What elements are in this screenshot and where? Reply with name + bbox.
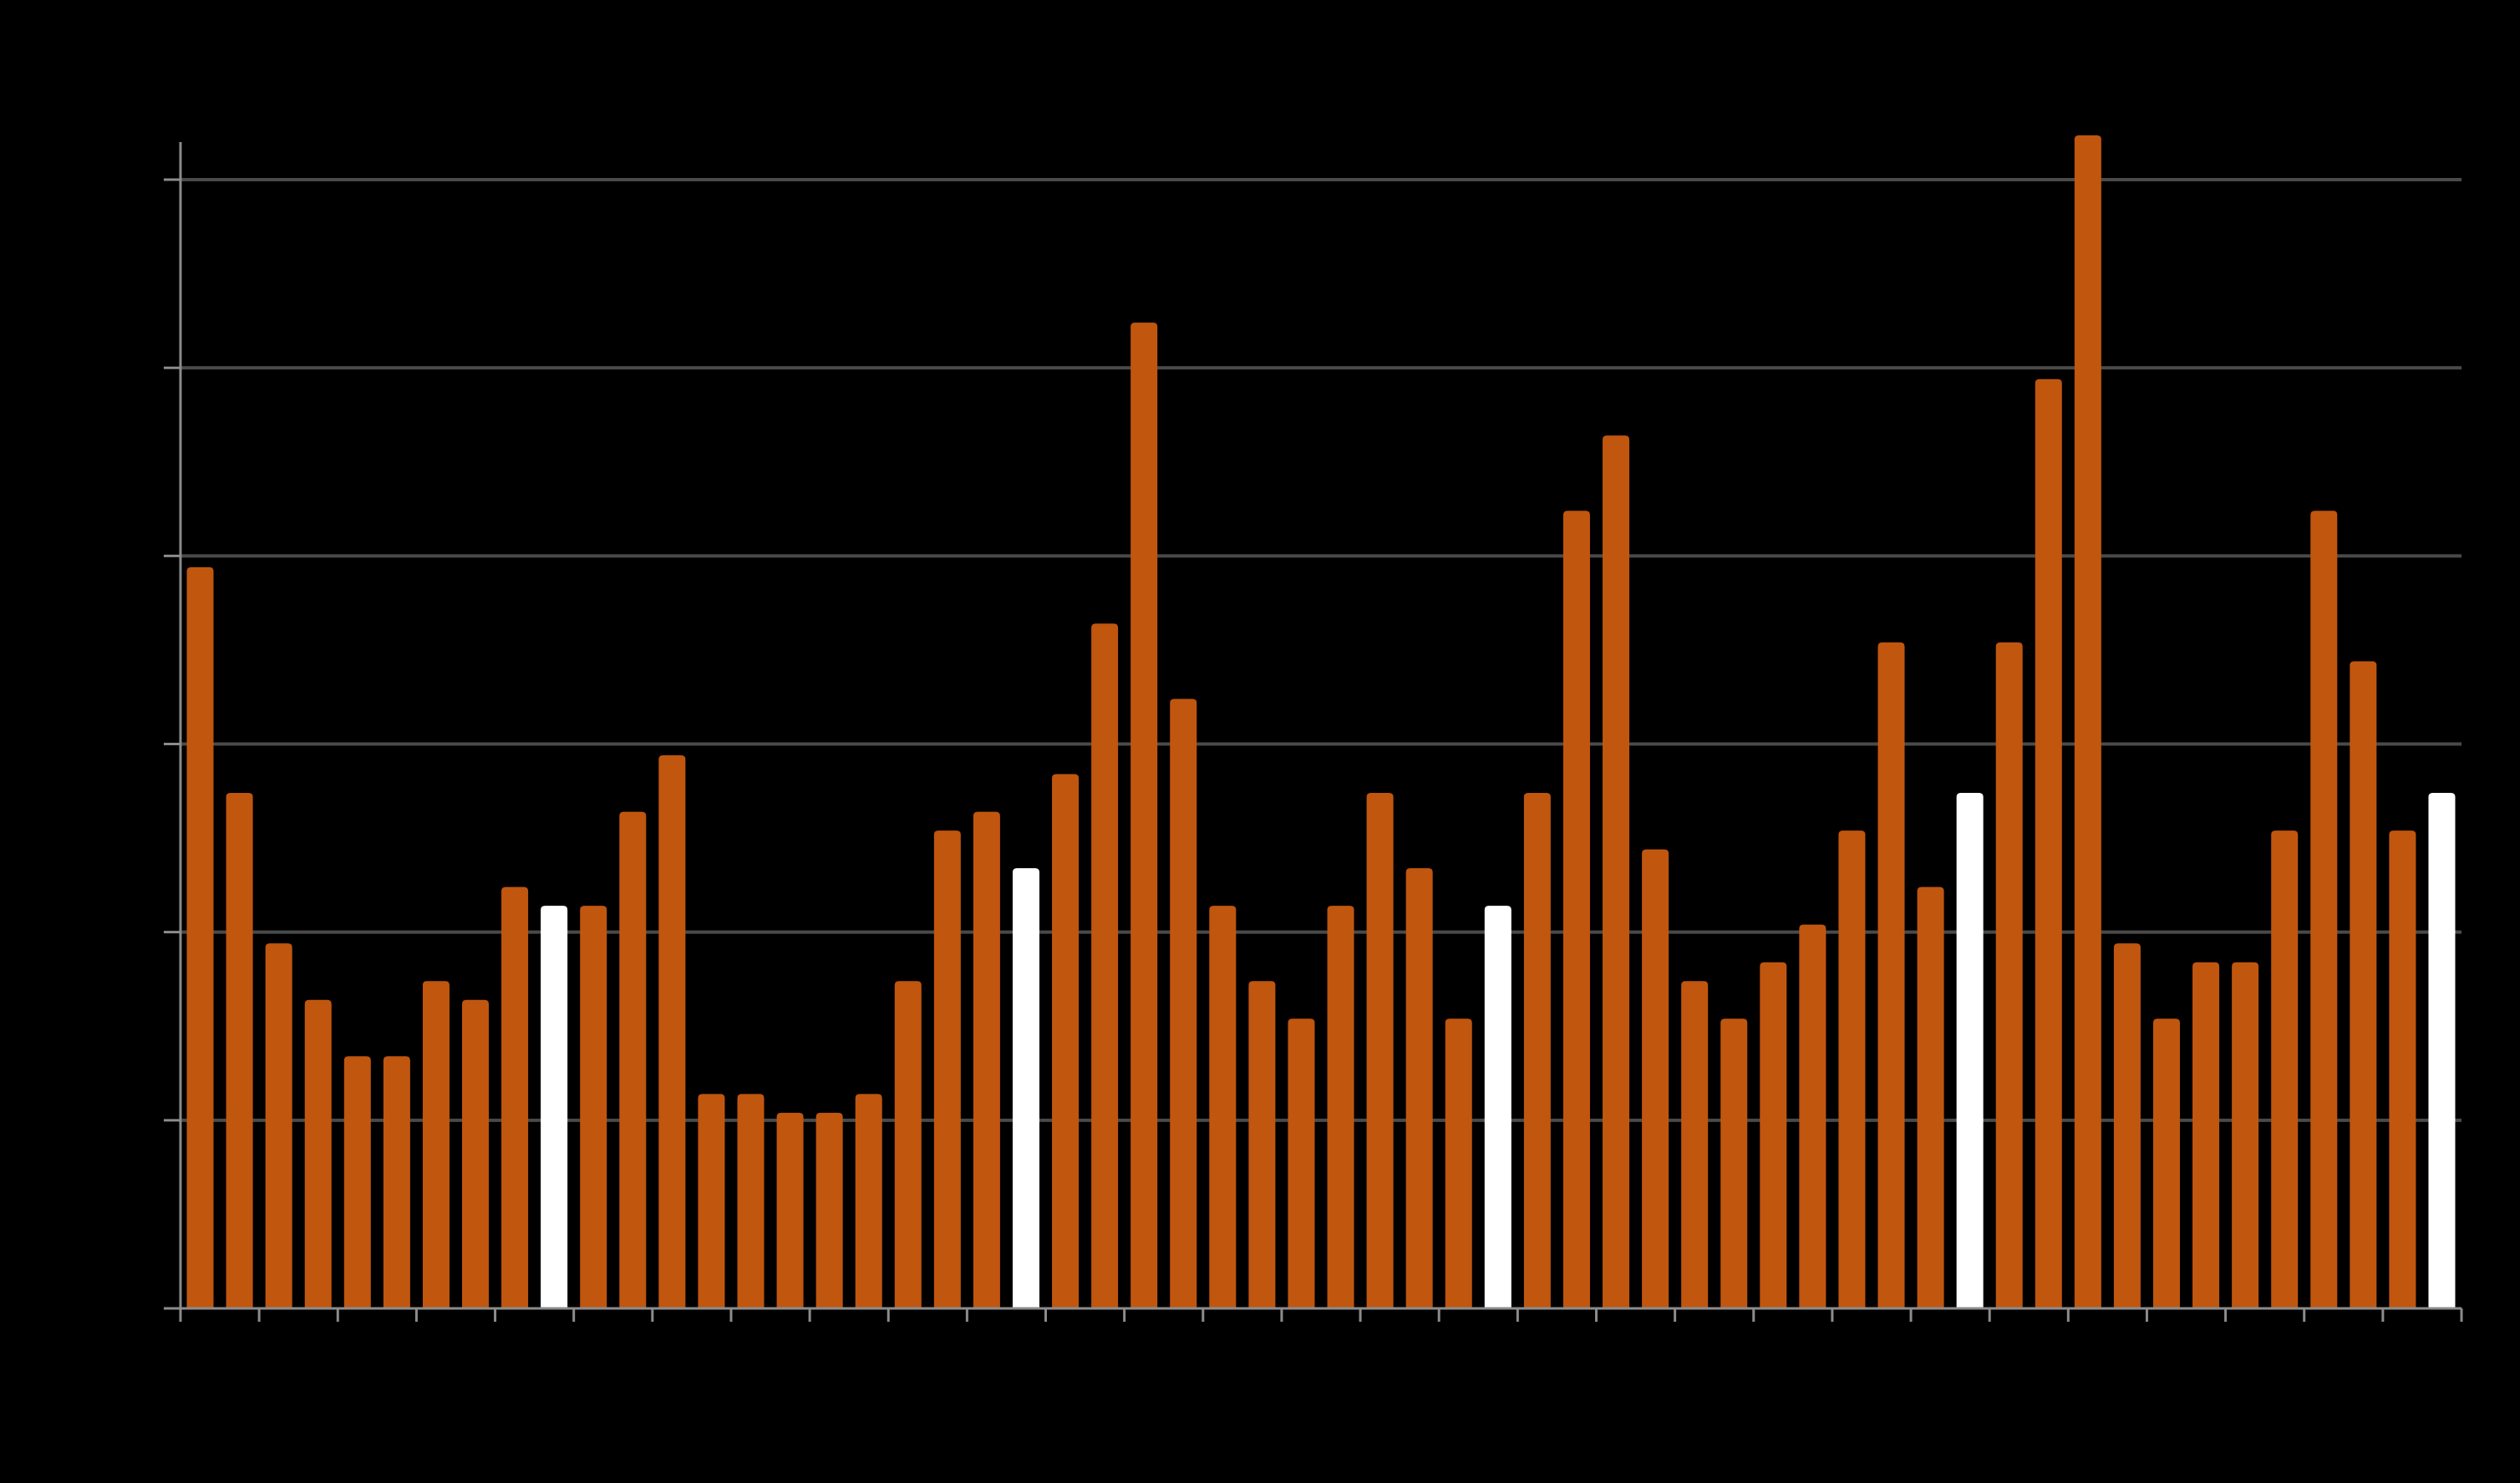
bar [1288, 1018, 1315, 1308]
bar [2232, 962, 2259, 1308]
bar [1917, 886, 1944, 1308]
bar [2152, 1018, 2180, 1308]
bar [2310, 510, 2338, 1308]
bar [2074, 135, 2101, 1308]
bar [304, 999, 332, 1308]
bar [2113, 943, 2141, 1308]
bar [894, 981, 922, 1308]
bar-highlighted [2428, 793, 2456, 1308]
bar [1405, 868, 1433, 1308]
bar [265, 943, 292, 1308]
bar [1681, 981, 1709, 1308]
bar [422, 981, 450, 1308]
bar [973, 811, 1000, 1308]
bar [1445, 1018, 1472, 1308]
bar [1130, 323, 1158, 1309]
bar [1170, 698, 1197, 1308]
bar [2389, 830, 2416, 1308]
bar [1248, 981, 1276, 1308]
bar [1052, 774, 1080, 1308]
bar-highlighted [1012, 868, 1039, 1308]
bar [186, 566, 214, 1308]
bar [2192, 962, 2220, 1308]
bar [1642, 849, 1669, 1308]
bar [1366, 793, 1394, 1308]
bar [737, 1094, 765, 1308]
bar-highlighted [1484, 906, 1511, 1308]
bar [2035, 378, 2062, 1308]
bar [1523, 793, 1551, 1308]
bar [658, 755, 686, 1308]
bar [2271, 830, 2299, 1308]
bar [1603, 435, 1630, 1308]
bar [933, 830, 961, 1308]
bar [1838, 830, 1866, 1308]
bar [1091, 623, 1119, 1308]
bar [383, 1056, 410, 1308]
bar [619, 811, 647, 1308]
bar [462, 999, 490, 1308]
bar [1760, 962, 1787, 1308]
bar [1720, 1018, 1748, 1308]
bar [855, 1094, 882, 1308]
bar [580, 906, 607, 1308]
bar [776, 1112, 804, 1308]
axes [164, 142, 2463, 1322]
bar-highlighted [1956, 793, 1984, 1308]
bar [2350, 661, 2377, 1308]
bar [343, 1056, 371, 1308]
bar [226, 793, 253, 1308]
bar [698, 1094, 725, 1308]
bar-highlighted [541, 906, 568, 1308]
bar [1877, 642, 1905, 1308]
bar [1327, 906, 1354, 1308]
bar [501, 886, 529, 1308]
bar [1995, 642, 2023, 1308]
bar [1562, 510, 1590, 1308]
bar [1209, 906, 1237, 1308]
bars [186, 135, 2456, 1309]
bar [1799, 924, 1826, 1308]
bar [815, 1112, 843, 1308]
